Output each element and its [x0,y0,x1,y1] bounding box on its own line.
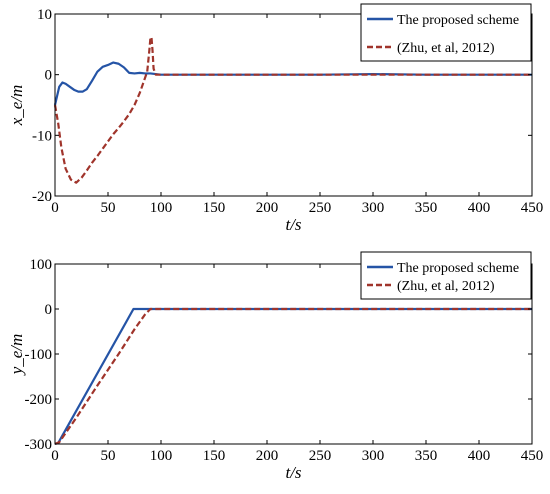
xe-y-tick-label: 10 [37,7,52,23]
ye-x-tick-label: 450 [521,448,544,464]
ye-y-tick-label: 0 [45,302,53,318]
ye-x-tick-label: 350 [415,448,438,464]
xe-series-zhu-line [53,35,532,184]
xe-legend-box [360,3,532,62]
xe-legend-label-proposed: The proposed scheme [397,13,519,28]
ye-y-tick-label: -100 [25,347,53,363]
xe-x-tick-label: 150 [203,200,226,216]
ye-legend: The proposed scheme (Zhu, et al, 2012) [360,251,532,300]
xe-x-tick-label: 350 [415,200,438,216]
xe-x-tick-label: 400 [468,200,491,216]
ye-x-tick-label: 0 [51,448,59,464]
xe-x-tick-label: 0 [51,200,59,216]
xe-y-tick-label: -20 [32,189,52,205]
xe-x-tick-label: 50 [101,200,116,216]
ye-x-axis-label: t/s [285,463,301,482]
xe-x-tick-label: 450 [521,200,544,216]
xe-y-tick-label: -10 [32,128,52,144]
ye-y-axis-label: y_e/m [7,334,26,377]
ye-x-tick-label: 150 [203,448,226,464]
xe-x-axis-label: t/s [285,215,301,234]
ye-tick-labels: 0 50 100 150 200 250 300 350 400 450 100 0 -100 -200 -… [25,257,544,464]
xe-legend-label-zhu: (Zhu, et al, 2012) [397,41,495,56]
ye-x-tick-label: 100 [150,448,173,464]
ye-y-tick-label: 100 [30,257,53,273]
ye-x-tick-label: 400 [468,448,491,464]
ye-x-tick-label: 200 [256,448,279,464]
ye-x-tick-label: 50 [101,448,116,464]
ye-legend-box [360,251,532,300]
ye-axes-frame [54,263,533,445]
ye-legend-label-zhu: (Zhu, et al, 2012) [397,279,495,294]
xe-y-axis-label: x_e/m [7,85,26,127]
xe-plot-lines [53,35,532,184]
ye-plot-lines [54,307,532,446]
xe-series-proposed-line [53,61,532,106]
xe-x-tick-label: 200 [256,200,279,216]
xe-x-tick-label: 100 [150,200,173,216]
xe-x-tick-label: 250 [309,200,332,216]
ye-series-zhu-line [54,307,532,446]
ye-x-tick-label: 250 [309,448,332,464]
ye-legend-label-proposed: The proposed scheme [397,261,519,276]
xe-x-tick-label: 300 [362,200,385,216]
ye-y-tick-label: -300 [25,437,53,453]
ye-subplot: 0 50 100 150 200 250 300 350 400 450 100 0 -100 -200 -… [7,251,544,482]
xe-y-tick-label: 0 [45,68,53,84]
xe-legend: The proposed scheme (Zhu, et al, 2012) [360,3,532,62]
ye-series-proposed-line [54,307,532,446]
ye-x-tick-label: 300 [362,448,385,464]
ye-y-tick-label: -200 [25,392,53,408]
xe-axes-frame [54,13,533,197]
